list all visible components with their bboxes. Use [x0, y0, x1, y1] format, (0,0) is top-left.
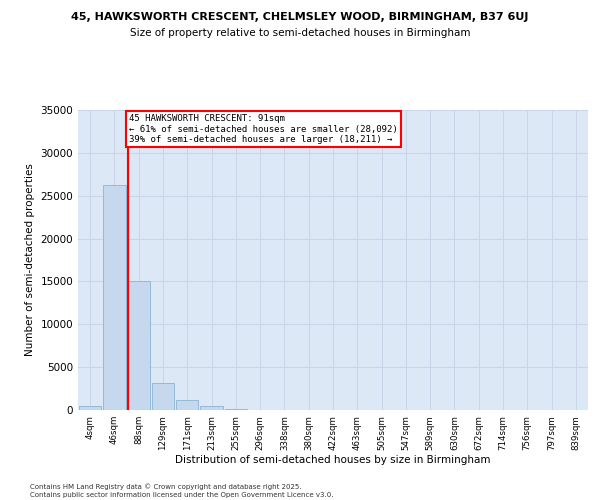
X-axis label: Distribution of semi-detached houses by size in Birmingham: Distribution of semi-detached houses by … [175, 456, 491, 466]
Text: 45 HAWKSWORTH CRESCENT: 91sqm
← 61% of semi-detached houses are smaller (28,092): 45 HAWKSWORTH CRESCENT: 91sqm ← 61% of s… [130, 114, 398, 144]
Bar [200, 406, 223, 410]
Bar [79, 406, 101, 410]
Bar [176, 400, 199, 410]
Bar [128, 280, 150, 410]
Bar [152, 384, 174, 410]
Text: 45, HAWKSWORTH CRESCENT, CHELMSLEY WOOD, BIRMINGHAM, B37 6UJ: 45, HAWKSWORTH CRESCENT, CHELMSLEY WOOD,… [71, 12, 529, 22]
Bar [103, 186, 125, 410]
Text: Contains HM Land Registry data © Crown copyright and database right 2025.
Contai: Contains HM Land Registry data © Crown c… [30, 484, 334, 498]
Bar [224, 409, 247, 410]
Y-axis label: Number of semi-detached properties: Number of semi-detached properties [25, 164, 35, 356]
Text: Size of property relative to semi-detached houses in Birmingham: Size of property relative to semi-detach… [130, 28, 470, 38]
